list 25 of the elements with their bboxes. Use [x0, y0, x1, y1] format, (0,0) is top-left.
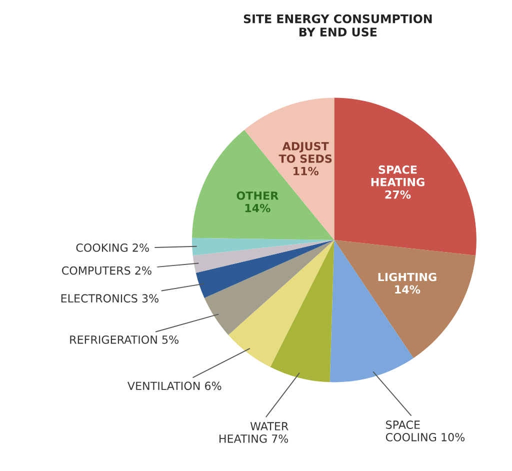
pie-slice	[228, 240, 334, 368]
slice-label: ADJUST TO SEDS	[278, 142, 332, 163]
slice-label: COOKING 2%	[76, 243, 149, 252]
slice-label: SPACE COOLING 10%	[386, 420, 465, 442]
slice-label: VENTILATION 6%	[127, 382, 222, 390]
pie-slice	[192, 238, 334, 256]
pie-slice	[334, 98, 476, 256]
pie-slice	[192, 130, 334, 240]
slice-label: ELECTRONICS 3%	[61, 294, 158, 303]
slice-label: SPACE HEATING	[371, 165, 424, 186]
chart-title: SITE ENERGY CONSUMPTION BY END USE	[244, 14, 432, 36]
pie-slice	[192, 240, 334, 273]
slice-label: WATER HEATING 7%	[220, 422, 288, 443]
slice-label: COMPUTERS 2%	[62, 266, 152, 275]
pie-slice	[204, 240, 334, 335]
pie-slice	[196, 240, 334, 298]
data-label: 27%	[385, 190, 411, 199]
data-label: 14%	[395, 285, 420, 294]
slice-label: OTHER	[236, 191, 278, 200]
pie-slice	[270, 240, 334, 382]
slice-label: LIGHTING	[378, 272, 436, 282]
data-label: 11%	[294, 166, 319, 176]
pie-slice	[334, 240, 476, 358]
slice-label: REFRIGERATION 5%	[70, 335, 178, 344]
data-label: 14%	[245, 204, 270, 212]
